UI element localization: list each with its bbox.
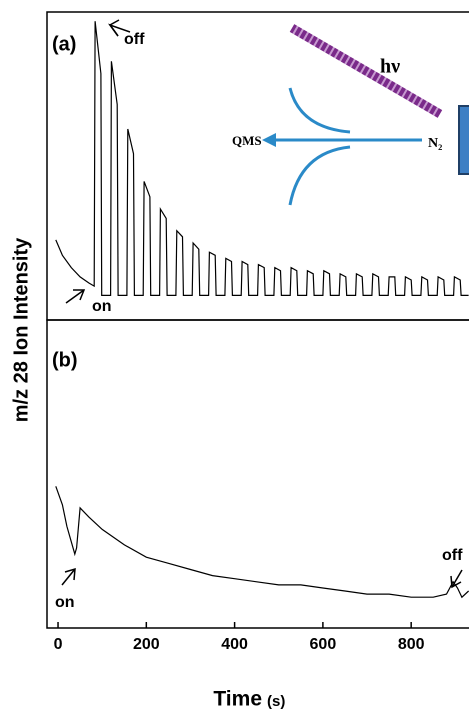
- panel-label: (a): [52, 33, 76, 55]
- arrow-head: [262, 133, 276, 147]
- x-axis-label: Time: [213, 688, 262, 711]
- annotation-arrow: [73, 289, 86, 301]
- lens-curve: [288, 87, 351, 134]
- y-axis-label: m/z 28 Ion Intensity: [10, 237, 32, 422]
- inset-label: N₂: [428, 136, 442, 151]
- annotation-arrow: [65, 289, 85, 304]
- annotation-arrow: [108, 19, 120, 37]
- annotation-arrow: [451, 569, 463, 588]
- x-tick-label: 400: [221, 636, 248, 653]
- panel-label: (b): [52, 349, 78, 371]
- x-tick-label: 800: [398, 636, 425, 653]
- x-tick-label: 0: [54, 636, 63, 653]
- lens-curve: [288, 145, 351, 206]
- annotation: on: [92, 298, 112, 315]
- annotation-arrow: [64, 567, 76, 581]
- annotation: on: [55, 594, 75, 611]
- data-line: [55, 21, 469, 296]
- plot-frame: [46, 319, 469, 629]
- annotation: off: [124, 31, 145, 48]
- annotation: off: [442, 547, 463, 564]
- data-line: [55, 486, 469, 599]
- x-tick-label: 600: [310, 636, 337, 653]
- sample: [458, 105, 469, 175]
- inset-label: QMS: [232, 133, 262, 148]
- annotation-arrow: [61, 568, 76, 586]
- x-axis-unit: (s): [267, 693, 285, 710]
- light-beam: [289, 24, 443, 118]
- x-tick-label: 200: [133, 636, 160, 653]
- inset-label: hν: [380, 56, 400, 78]
- annotation-arrow: [450, 575, 462, 589]
